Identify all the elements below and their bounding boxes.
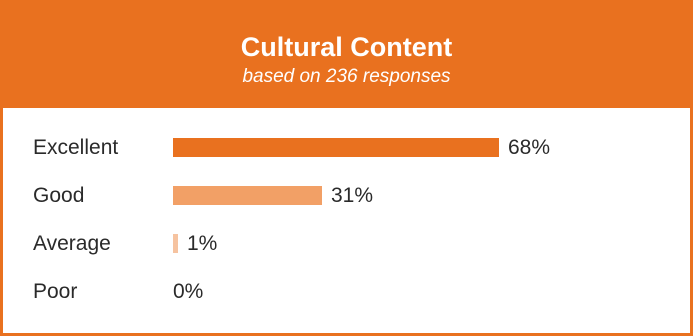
bar-row-good: Good 31% (3, 176, 690, 216)
chart-subtitle: based on 236 responses (242, 66, 451, 87)
category-label: Poor (33, 280, 78, 303)
category-label: Average (33, 232, 111, 255)
bar-row-excellent: Excellent 68% (3, 128, 690, 168)
bar-good (173, 186, 322, 205)
chart-title: Cultural Content (240, 32, 453, 62)
bar-average (173, 234, 178, 253)
bar-chart: Excellent 68% Good 31% Average 1% Poor 0% (3, 108, 690, 333)
category-label: Good (33, 184, 85, 207)
value-label: 1% (187, 232, 218, 255)
card-header: Cultural Content based on 236 responses (3, 3, 690, 108)
bar-row-average: Average 1% (3, 224, 690, 264)
value-label: 31% (331, 184, 374, 207)
value-label: 0% (173, 280, 204, 303)
category-label: Excellent (33, 136, 119, 159)
value-label: 68% (508, 136, 551, 159)
bar-excellent (173, 138, 499, 157)
bar-row-poor: Poor 0% (3, 272, 690, 312)
